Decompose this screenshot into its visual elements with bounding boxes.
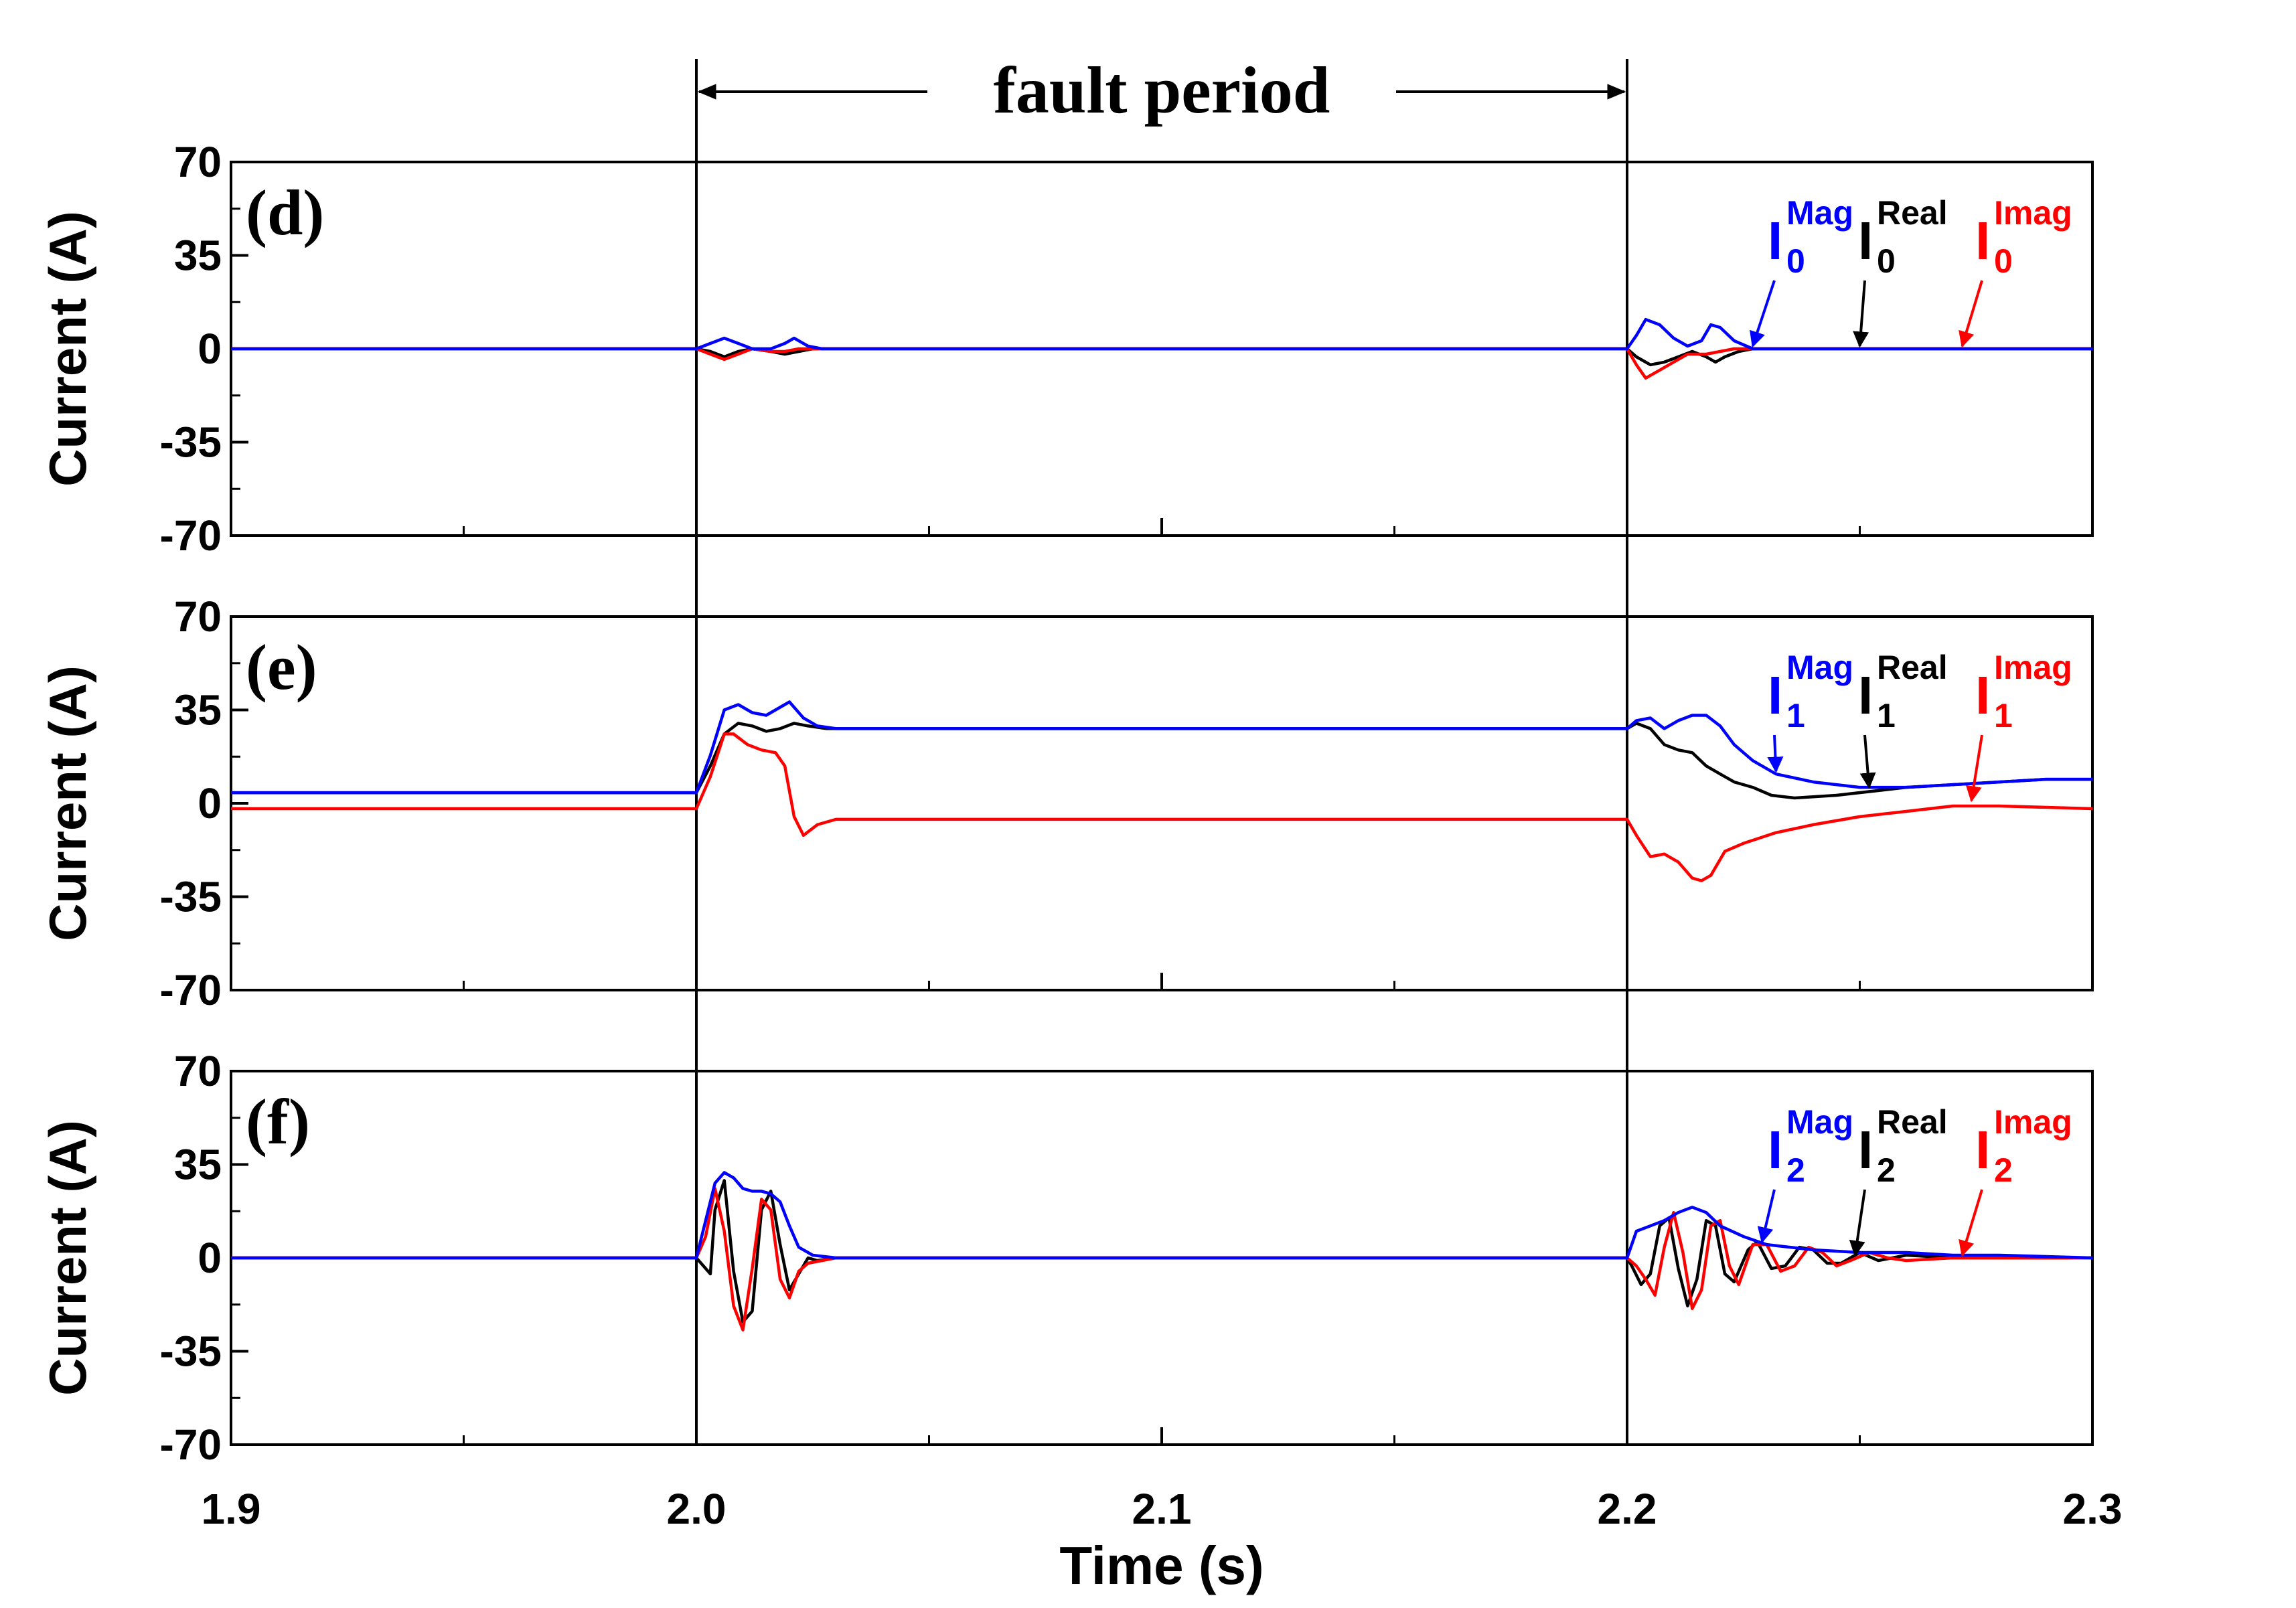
- series-line-imag: [231, 732, 2093, 882]
- y-tick-label: -70: [160, 966, 222, 1014]
- panel-label: (d): [246, 177, 324, 248]
- annotation-imag: I Imag 2: [1959, 1103, 2072, 1257]
- annotation-arrow: [1767, 734, 1784, 773]
- annotation-subscript: 0: [1877, 242, 1896, 280]
- annotation-arrow: [1849, 1189, 1866, 1257]
- annotation-superscript: Imag: [1994, 649, 2072, 686]
- series-line-mag: [231, 317, 2092, 351]
- annotation-base: I: [1975, 1120, 1990, 1180]
- fault-period-label: fault period: [994, 53, 1330, 127]
- annotation-arrow: [1965, 734, 1983, 803]
- annotation-subscript: 2: [1877, 1151, 1896, 1189]
- annotation-base: I: [1858, 665, 1873, 725]
- panel-label: (e): [246, 631, 317, 703]
- annotation-real: I Real 0: [1853, 194, 1948, 348]
- annotation-superscript: Imag: [1994, 194, 2072, 232]
- y-tick-label: 35: [174, 232, 222, 280]
- annotation-base: I: [1768, 665, 1782, 725]
- series-line-mag: [231, 700, 2092, 795]
- annotation-base: I: [1858, 1120, 1873, 1180]
- annotation-subscript: 0: [1786, 242, 1805, 280]
- annotation-base: I: [1858, 211, 1873, 270]
- annotation-arrow: [1757, 1189, 1776, 1244]
- series-line-imag: [231, 347, 2092, 380]
- annotation-subscript: 1: [1994, 697, 2013, 734]
- panel-label: (f): [246, 1086, 310, 1157]
- y-axis-label: Current (A): [38, 665, 97, 941]
- y-axis-label: Current (A): [38, 211, 97, 487]
- annotation-superscript: Mag: [1786, 194, 1853, 232]
- y-tick-label: 70: [174, 138, 222, 186]
- annotation-superscript: Real: [1877, 194, 1948, 232]
- annotation-mag: I Mag 0: [1750, 194, 1853, 348]
- annotation-arrow: [1859, 734, 1876, 789]
- annotation-base: I: [1768, 1120, 1782, 1180]
- y-tick-label: 0: [198, 325, 222, 373]
- y-tick-label: -35: [160, 418, 222, 467]
- y-tick-label: 35: [174, 686, 222, 734]
- annotation-superscript: Real: [1877, 1103, 1948, 1141]
- series-line-imag: [231, 1187, 2092, 1332]
- series-line-mag: [231, 1171, 2093, 1260]
- annotation-subscript: 2: [1994, 1151, 2013, 1189]
- annotation-superscript: Imag: [1994, 1103, 2072, 1141]
- annotation-superscript: Mag: [1786, 649, 1853, 686]
- annotation-mag: I Mag 2: [1757, 1103, 1853, 1244]
- annotation-arrow: [1959, 280, 1983, 348]
- annotation-arrow: [1959, 1189, 1983, 1257]
- y-tick-label: -35: [160, 873, 222, 921]
- y-axis-label: Current (A): [38, 1120, 97, 1396]
- annotation-arrow: [1853, 280, 1869, 348]
- annotation-imag: I Imag 1: [1965, 649, 2072, 803]
- x-axis-label: Time (s): [1059, 1536, 1264, 1595]
- annotation-real: I Real 1: [1858, 649, 1948, 789]
- annotation-subscript: 0: [1994, 242, 2013, 280]
- y-tick-label: -70: [160, 1421, 222, 1469]
- annotation-subscript: 2: [1786, 1151, 1805, 1189]
- series-line-real: [231, 347, 2092, 367]
- annotation-superscript: Mag: [1786, 1103, 1853, 1141]
- x-tick-label: 2.3: [2063, 1485, 2123, 1533]
- x-tick-label: 2.0: [667, 1485, 726, 1533]
- annotation-arrow: [1750, 280, 1776, 348]
- annotation-subscript: 1: [1877, 697, 1896, 734]
- y-tick-label: 70: [174, 1047, 222, 1095]
- y-tick-label: -35: [160, 1328, 222, 1376]
- series-line-real: [231, 722, 2092, 800]
- y-tick-label: 35: [174, 1141, 222, 1189]
- y-tick-label: 0: [198, 1234, 222, 1282]
- annotation-mag: I Mag 1: [1767, 649, 1853, 773]
- annotation-imag: I Imag 0: [1959, 194, 2072, 348]
- x-tick-label: 1.9: [202, 1485, 261, 1533]
- x-tick-label: 2.2: [1598, 1485, 1657, 1533]
- y-tick-label: -70: [160, 511, 222, 560]
- annotation-subscript: 1: [1786, 697, 1805, 734]
- annotation-superscript: Real: [1877, 649, 1948, 686]
- annotation-base: I: [1975, 665, 1990, 725]
- annotation-base: I: [1975, 211, 1990, 270]
- annotation-base: I: [1768, 211, 1782, 270]
- annotation-real: I Real 2: [1849, 1103, 1948, 1257]
- y-tick-label: 0: [198, 779, 222, 827]
- y-tick-label: 70: [174, 592, 222, 641]
- x-tick-label: 2.1: [1132, 1485, 1192, 1533]
